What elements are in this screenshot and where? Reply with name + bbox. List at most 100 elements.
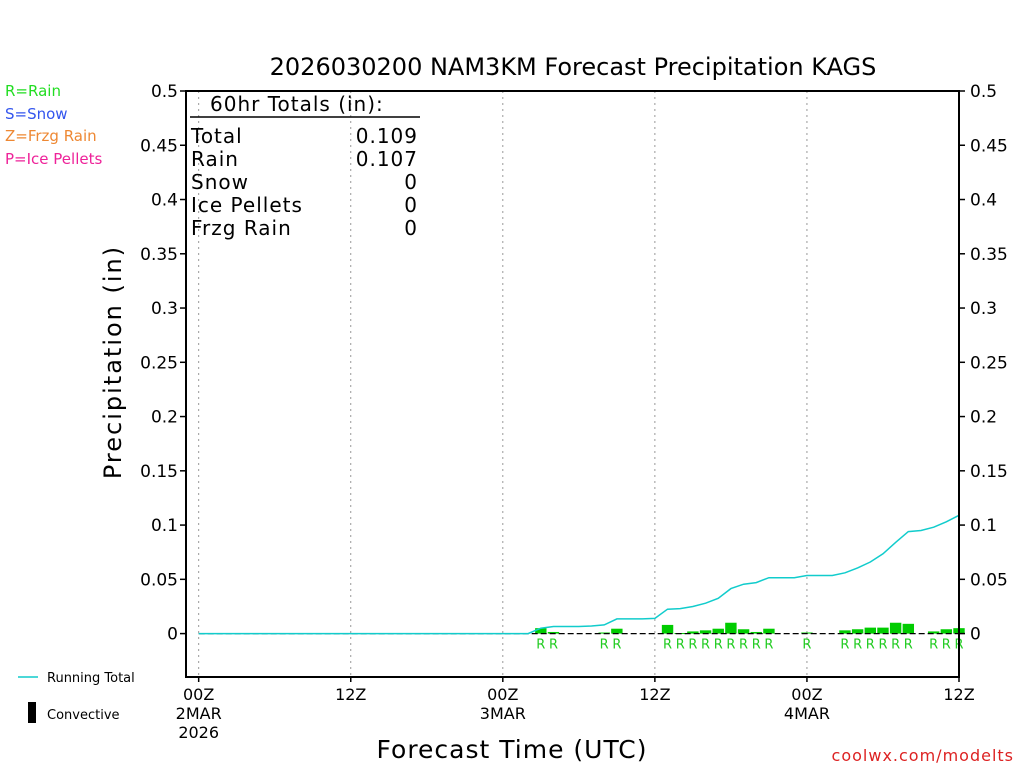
totals-frzg-label: Frzg Rain <box>191 216 292 240</box>
totals-box: 60hr Totals (in): Total 0.109 Rain 0.107… <box>190 92 420 240</box>
precip-type-label: R <box>688 638 697 653</box>
precip-type-label: R <box>600 638 609 653</box>
precip-type-label: R <box>752 638 761 653</box>
x-tick-label: 00Z <box>791 685 822 704</box>
precip-type-label: R <box>739 638 748 653</box>
y-tick-label-left: 0.15 <box>140 462 178 482</box>
totals-rain-value: 0.107 <box>356 147 418 171</box>
precip-type-label: R <box>840 638 849 653</box>
precip-bar <box>547 631 560 634</box>
precip-type-label: R <box>536 638 545 653</box>
x-tick-date: 2MAR <box>176 704 222 723</box>
y-tick-label-right: 0.3 <box>970 299 997 319</box>
plot-frame <box>185 90 960 678</box>
precip-bar <box>661 624 674 634</box>
x-tick-label: 12Z <box>943 685 974 704</box>
precip-bar <box>712 628 724 634</box>
precip-bar <box>927 631 940 634</box>
y-tick-label-left: 0.4 <box>151 191 178 211</box>
chart-title: 2026030200 NAM3KM Forecast Precipitation… <box>270 53 877 81</box>
precip-type-label: R <box>802 638 811 653</box>
precip-type-label: R <box>549 638 558 653</box>
precip-type-label: R <box>726 638 735 653</box>
y-tick-label-right: 0.5 <box>970 82 997 102</box>
totals-ice-label: Ice Pellets <box>191 193 303 217</box>
precip-type-label: R <box>942 638 951 653</box>
precip-type-label: R <box>866 638 875 653</box>
y-tick-label-left: 0.2 <box>151 408 178 428</box>
precip-bar <box>535 628 547 634</box>
precip-bar <box>737 629 750 634</box>
vertical-gridlines <box>198 91 808 677</box>
line-legend: Running Total Convective <box>18 671 135 723</box>
running-total-line <box>198 514 960 635</box>
y-tick-label-left: 0.1 <box>151 516 178 536</box>
precip-type-legend: R=Rain S=Snow Z=Frzg Rain P=Ice Pellets <box>5 82 102 168</box>
precip-bar <box>864 627 876 634</box>
x-tick-year: 2026 <box>178 723 219 742</box>
y-tick-label-right: 0 <box>970 625 981 645</box>
y-tick-label-left: 0.45 <box>140 136 178 156</box>
x-tick-label: 12Z <box>639 685 670 704</box>
precip-type-label: R <box>878 638 887 653</box>
x-axis-title: Forecast Time (UTC) <box>377 735 648 764</box>
y-tick-label-left: 0.3 <box>151 299 178 319</box>
totals-ice-value: 0 <box>404 193 418 217</box>
y-tick-label-right: 0.15 <box>970 462 1008 482</box>
precip-bar <box>687 631 699 634</box>
precip-bar <box>725 622 737 634</box>
y-tick-label-right: 0.05 <box>970 570 1008 590</box>
y-axis-ticks: 0.5 0.5 0.45 0.45 0.4 0.4 0.35 0.35 0.3 0.3 0.25 0.… <box>140 82 1008 645</box>
y-tick-label-right: 0.45 <box>970 136 1008 156</box>
precip-bar <box>750 631 762 634</box>
precip-type-label: R <box>764 638 773 653</box>
totals-total-label: Total <box>190 124 243 148</box>
precip-type-label: R <box>701 638 710 653</box>
x-tick-label: 00Z <box>487 685 518 704</box>
precip-bars <box>535 622 965 635</box>
precip-bar <box>699 630 712 634</box>
y-tick-label-left: 0.05 <box>140 570 178 590</box>
precip-bar <box>851 629 864 634</box>
precip-bar <box>763 628 775 634</box>
x-tick-date: 3MAR <box>480 704 526 723</box>
precip-type-label: R <box>676 638 685 653</box>
watermark: coolwx.com/modelts <box>832 746 1014 765</box>
legend-rain: R=Rain <box>5 82 61 100</box>
x-tick-date: 4MAR <box>784 704 830 723</box>
legend-frzg-rain: Z=Frzg Rain <box>5 127 97 145</box>
running-total-legend-label: Running Total <box>47 671 135 686</box>
totals-snow-value: 0 <box>404 170 418 194</box>
convective-legend-label: Convective <box>47 708 120 723</box>
precip-bar <box>940 629 953 634</box>
y-tick-label-right: 0.25 <box>970 353 1008 373</box>
precip-type-label: R <box>663 638 672 653</box>
totals-total-value: 0.109 <box>356 124 418 148</box>
precip-type-label: R <box>714 638 723 653</box>
legend-snow: S=Snow <box>5 105 68 123</box>
legend-ice-pellets: P=Ice Pellets <box>5 150 102 168</box>
precip-type-label: R <box>612 638 621 653</box>
precip-bar <box>902 623 915 634</box>
convective-legend-swatch <box>28 702 36 723</box>
y-tick-label-right: 0.35 <box>970 245 1008 265</box>
precip-type-label: R <box>853 638 862 653</box>
precip-bar <box>611 628 623 634</box>
y-tick-label-left: 0.25 <box>140 353 178 373</box>
totals-frzg-value: 0 <box>404 216 418 240</box>
y-tick-label-left: 0 <box>167 625 178 645</box>
y-tick-label-right: 0.1 <box>970 516 997 536</box>
running-total-group <box>198 514 960 635</box>
totals-header: 60hr Totals (in): <box>210 92 384 116</box>
y-tick-label-left: 0.35 <box>140 245 178 265</box>
y-tick-label-right: 0.4 <box>970 191 997 211</box>
totals-rain-label: Rain <box>191 147 239 171</box>
totals-snow-label: Snow <box>191 170 249 194</box>
precip-bar <box>839 630 851 634</box>
y-tick-label-right: 0.2 <box>970 408 997 428</box>
y-axis-title: Precipitation (in) <box>99 245 127 479</box>
x-tick-label: 00Z <box>183 685 214 704</box>
